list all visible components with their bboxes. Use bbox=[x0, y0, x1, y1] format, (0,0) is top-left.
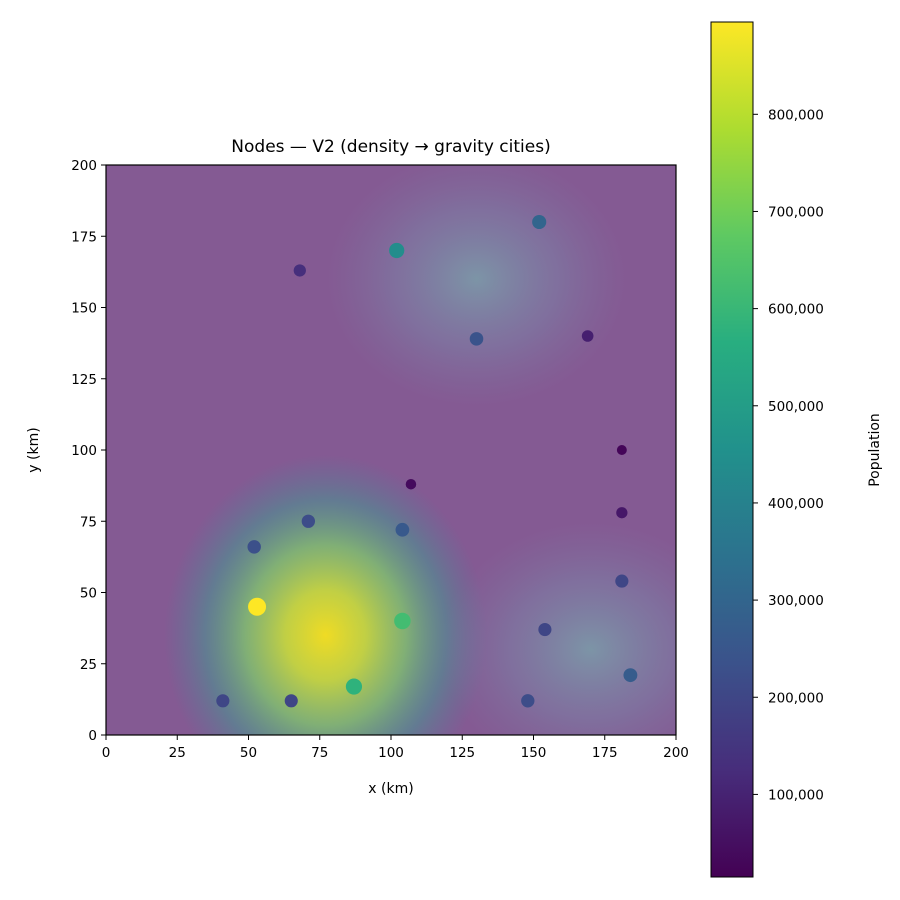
density-hotspot-2 bbox=[326, 165, 627, 407]
colorbar-tick-label: 500,000 bbox=[768, 399, 824, 415]
x-tick-label: 0 bbox=[102, 745, 111, 761]
city-point-3 bbox=[394, 612, 411, 630]
y-tick-label: 25 bbox=[80, 657, 97, 673]
city-point-16 bbox=[538, 622, 552, 637]
city-point-5 bbox=[532, 214, 547, 230]
x-tick-label: 175 bbox=[592, 745, 618, 761]
city-point-6 bbox=[469, 332, 484, 346]
city-point-8 bbox=[581, 330, 594, 342]
colorbar-tick-label: 600,000 bbox=[768, 302, 824, 318]
colorbar-gradient bbox=[710, 21, 754, 878]
y-tick-label: 75 bbox=[80, 514, 97, 530]
city-point-4 bbox=[389, 242, 405, 259]
colorbar: 100,000 200,000 300,000 400,000 500,000 600,0… bbox=[710, 21, 883, 878]
colorbar-tick-label: 100,000 bbox=[768, 787, 824, 803]
city-points bbox=[216, 214, 638, 708]
city-point-14 bbox=[247, 540, 261, 554]
y-tick-label: 175 bbox=[71, 229, 97, 245]
city-point-11 bbox=[616, 507, 628, 519]
density-hotspot-3 bbox=[440, 522, 676, 735]
chart-title: Nodes — V2 (density → gravity cities) bbox=[231, 137, 550, 157]
city-point-17 bbox=[623, 668, 638, 683]
y-axis: 0 25 50 75 100 125 150 175 200 bbox=[71, 158, 106, 744]
y-tick-label: 50 bbox=[80, 586, 97, 602]
y-tick-label: 125 bbox=[71, 372, 97, 388]
city-point-10 bbox=[405, 478, 417, 490]
x-tick-label: 75 bbox=[311, 745, 328, 761]
city-point-7 bbox=[293, 264, 306, 277]
x-tick-label: 25 bbox=[169, 745, 186, 761]
x-tick-label: 125 bbox=[449, 745, 475, 761]
density-hotspot-1 bbox=[163, 454, 487, 735]
city-point-12 bbox=[301, 514, 316, 528]
y-axis-label: y (km) bbox=[26, 427, 42, 472]
city-point-1 bbox=[248, 597, 267, 616]
x-tick-label: 50 bbox=[240, 745, 257, 761]
y-tick-label: 200 bbox=[71, 158, 97, 174]
colorbar-tick-label: 400,000 bbox=[768, 496, 824, 512]
y-tick-label: 150 bbox=[71, 301, 97, 317]
city-point-9 bbox=[616, 445, 627, 455]
x-tick-label: 100 bbox=[378, 745, 404, 761]
x-axis-label: x (km) bbox=[368, 781, 413, 797]
x-tick-label: 150 bbox=[521, 745, 547, 761]
plot-area bbox=[105, 164, 677, 736]
x-tick-label: 200 bbox=[663, 745, 689, 761]
colorbar-tick-label: 300,000 bbox=[768, 593, 824, 609]
colorbar-tick-label: 800,000 bbox=[768, 107, 824, 123]
y-tick-label: 0 bbox=[88, 728, 97, 744]
city-point-19 bbox=[216, 694, 230, 708]
x-axis: 0 25 50 75 100 125 150 175 200 bbox=[102, 735, 689, 761]
city-point-18 bbox=[521, 694, 535, 708]
y-tick-label: 100 bbox=[71, 443, 97, 459]
city-point-13 bbox=[395, 522, 410, 537]
colorbar-tick-label: 700,000 bbox=[768, 204, 824, 220]
colorbar-ticks: 100,000 200,000 300,000 400,000 500,000 600,0… bbox=[753, 107, 824, 803]
colorbar-label: Population bbox=[867, 413, 883, 487]
city-point-15 bbox=[615, 574, 629, 588]
colorbar-tick-label: 200,000 bbox=[768, 690, 824, 706]
city-point-2 bbox=[345, 678, 363, 695]
city-point-20 bbox=[284, 694, 298, 708]
